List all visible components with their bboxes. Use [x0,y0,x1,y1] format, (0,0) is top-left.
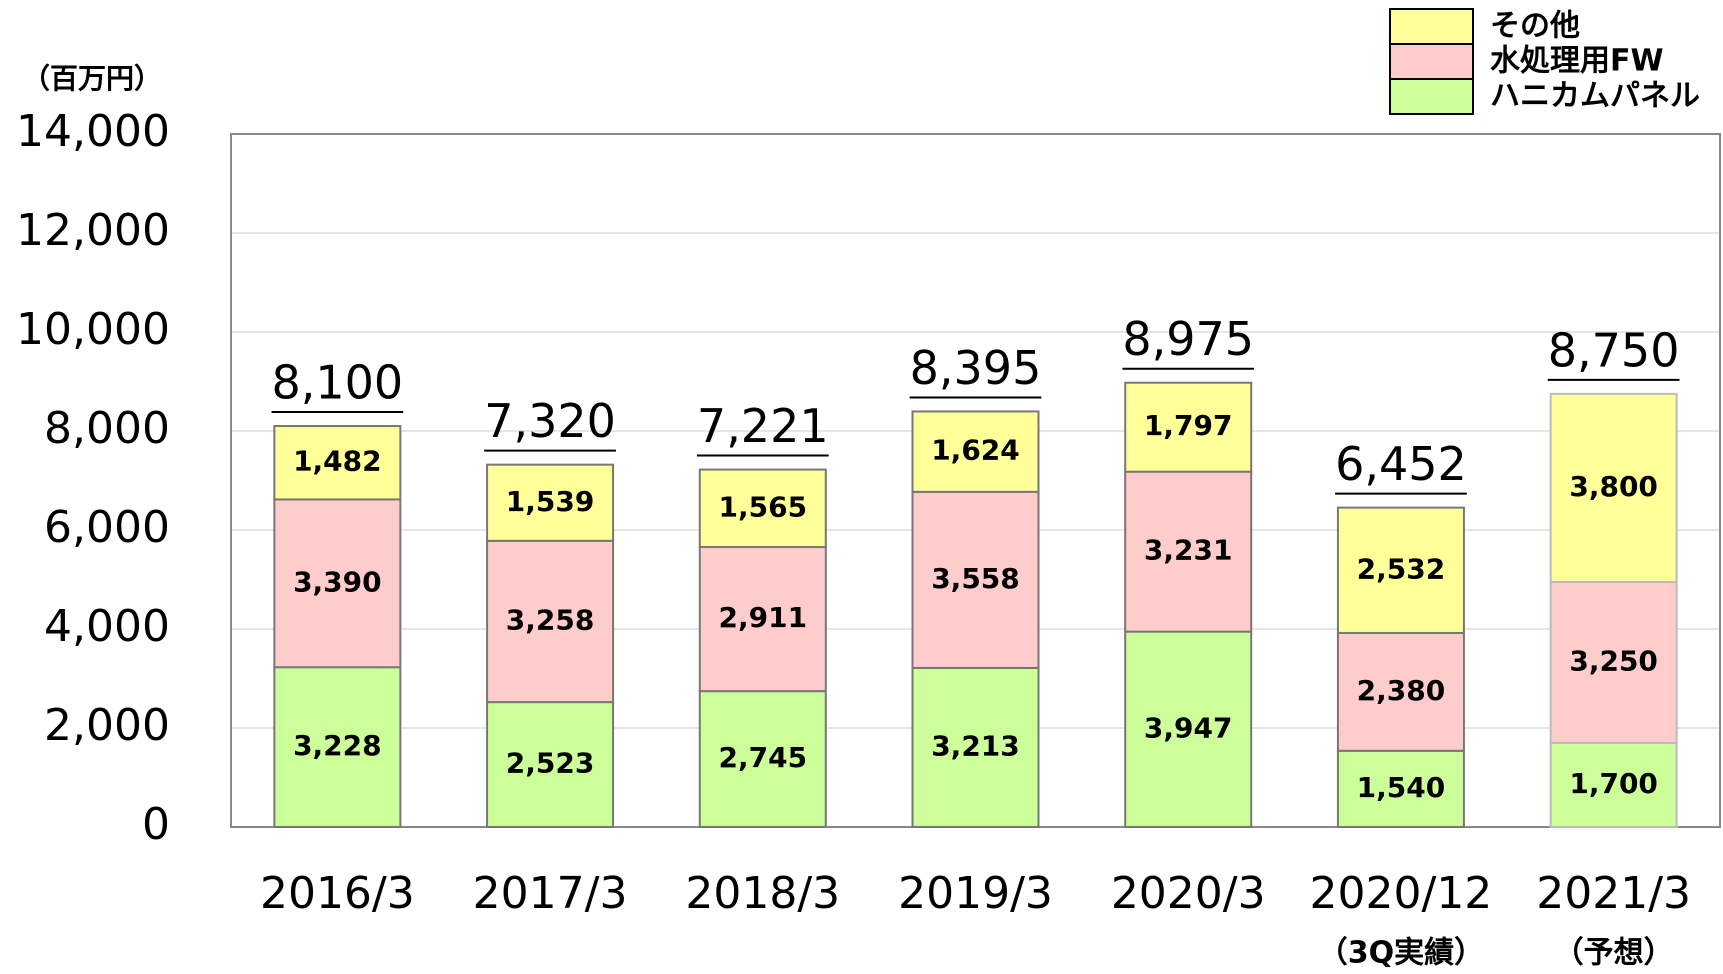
bar-segment [698,546,827,693]
total-label: 8,750 [1548,323,1680,377]
segment-label: 3,258 [506,603,595,636]
bar-segment [1549,741,1678,828]
y-tick-label: 12,000 [16,205,170,256]
segment-label: 1,700 [1569,767,1658,800]
bar-segment [911,490,1040,669]
total-label: 8,395 [910,341,1042,395]
legend-label: 水処理用FW [1490,44,1664,79]
segment-label: 1,797 [1144,409,1233,442]
x-tick-label: 2019/3 [898,868,1053,919]
bar-segment [273,666,402,828]
bar-segment [1124,630,1253,828]
y-tick-label: 14,000 [16,106,170,157]
x-tick-label: 2016/3 [260,868,415,919]
legend-label: その他 [1490,9,1580,44]
bar-segment [486,539,615,704]
y-unit: （百万円） [22,62,162,95]
category-note: （予想） [1554,936,1674,971]
y-tick-label: 0 [142,799,170,850]
segment-label: 2,745 [718,741,807,774]
segment-label: 2,911 [718,601,807,634]
segment-label: 1,540 [1357,771,1446,804]
total-label: 7,221 [697,399,829,453]
bar-segment [273,425,402,501]
bar-segment [911,410,1040,493]
segment-label: 2,532 [1357,552,1446,585]
y-tick-label: 10,000 [16,304,170,355]
x-tick-label: 2021/3 [1536,868,1691,919]
total-label: 7,320 [484,394,616,448]
segment-label: 3,390 [293,565,382,598]
bar-segment [486,701,615,829]
segment-label: 1,539 [506,485,595,518]
bar-segment [1124,381,1253,473]
segment-label: 3,250 [1569,644,1658,677]
bar-segment [486,463,615,542]
segment-label: 3,213 [931,729,1020,762]
x-tick-label: 2017/3 [473,868,628,919]
bar-segment [698,468,827,549]
segment-label: 2,380 [1357,674,1446,707]
bar-segment [698,690,827,828]
bar-segment [1124,470,1253,633]
total-label: 6,452 [1335,437,1467,491]
segment-label: 1,624 [931,434,1020,467]
segment-label: 2,523 [506,747,595,780]
segment-label: 1,482 [293,445,382,478]
segment-label: 3,231 [1144,534,1233,567]
legend-swatch [1389,78,1474,115]
total-label: 8,100 [272,356,404,410]
category-note: （3Q実績） [1318,936,1484,971]
y-tick-label: 2,000 [44,700,170,751]
x-tick-label: 2020/12 [1310,868,1493,919]
legend-swatch [1389,8,1474,45]
x-tick-label: 2020/3 [1111,868,1266,919]
bar-segment [911,666,1040,828]
y-tick-label: 6,000 [44,502,170,553]
segment-label: 3,947 [1144,711,1233,744]
x-tick-label: 2018/3 [685,868,840,919]
y-tick-label: 4,000 [44,601,170,652]
bar-segment [1336,749,1465,829]
legend-swatch [1389,43,1474,80]
segment-label: 3,228 [293,729,382,762]
segment-label: 3,558 [931,562,1020,595]
bar-segment [1549,580,1678,744]
segment-label: 3,800 [1569,470,1658,503]
bar-segment [1336,506,1465,634]
segment-label: 1,565 [718,490,807,523]
total-label: 8,975 [1122,312,1254,366]
bar-segment [1549,392,1678,583]
y-tick-label: 8,000 [44,403,170,454]
legend-label: ハニカムパネル [1490,79,1700,114]
